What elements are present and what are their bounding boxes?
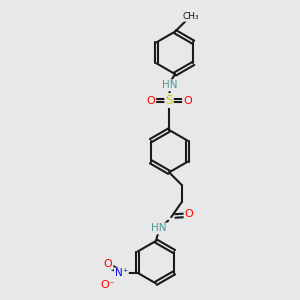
- Text: O⁻: O⁻: [101, 280, 116, 290]
- Text: O: O: [184, 209, 193, 219]
- Text: CH₃: CH₃: [182, 12, 199, 21]
- Text: HN: HN: [151, 223, 166, 233]
- Text: HN: HN: [162, 80, 178, 90]
- Text: O: O: [146, 95, 155, 106]
- Text: O: O: [104, 259, 112, 269]
- Text: S: S: [166, 94, 173, 107]
- Text: N⁺: N⁺: [115, 268, 128, 278]
- Text: O: O: [183, 95, 192, 106]
